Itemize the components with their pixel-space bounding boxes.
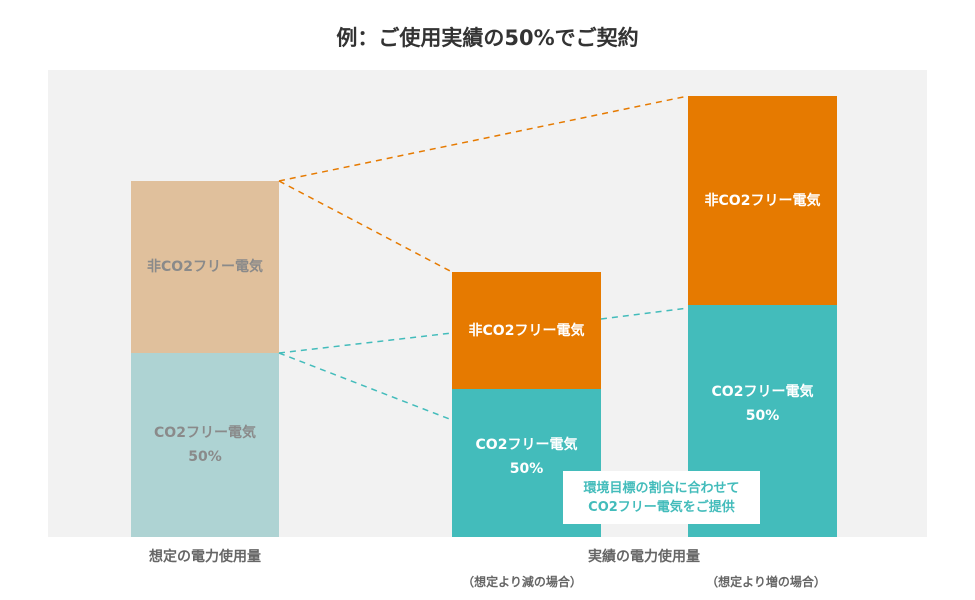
orange-dashed-line-increase xyxy=(278,95,689,182)
planned-co2-segment: CO2フリー電気 50% xyxy=(131,353,279,537)
segment-label: CO2フリー電気 xyxy=(711,384,814,400)
callout-box: 環境目標の割合に合わせて CO2フリー電気をご提供 xyxy=(563,471,760,524)
decrease-case-label: （想定より減の場合） xyxy=(462,575,582,589)
decrease-non-co2-segment: 非CO2フリー電気 xyxy=(452,272,601,389)
segment-label: 非CO2フリー電気 xyxy=(468,322,585,339)
teal-dashed-line-increase-a xyxy=(278,332,453,354)
segment-percent: 50% xyxy=(745,408,780,424)
planned-non-co2-segment: 非CO2フリー電気 xyxy=(131,181,279,353)
segment-percent: 50% xyxy=(188,449,222,465)
segment-label: 非CO2フリー電気 xyxy=(147,259,263,275)
orange-dashed-line-decrease xyxy=(278,180,453,273)
callout-line1: 環境目標の割合に合わせて xyxy=(583,480,740,496)
increase-case-label: （想定より増の場合） xyxy=(706,575,826,589)
segment-label: 非CO2フリー電気 xyxy=(704,192,821,209)
segment-label: CO2フリー電気 xyxy=(154,425,256,441)
planned-usage-label: 想定の電力使用量 xyxy=(149,549,261,565)
teal-dashed-line-decrease xyxy=(278,352,453,421)
teal-dashed-line-increase-b xyxy=(600,307,689,320)
callout-line2: CO2フリー電気をご提供 xyxy=(588,499,735,515)
segment-percent: 50% xyxy=(509,461,544,477)
page-title: 例：ご使用実績の50%でご契約 xyxy=(336,26,639,50)
increase-non-co2-segment: 非CO2フリー電気 xyxy=(688,96,837,305)
actual-usage-label: 実績の電力使用量 xyxy=(588,549,700,565)
segment-label: CO2フリー電気 xyxy=(475,437,578,453)
